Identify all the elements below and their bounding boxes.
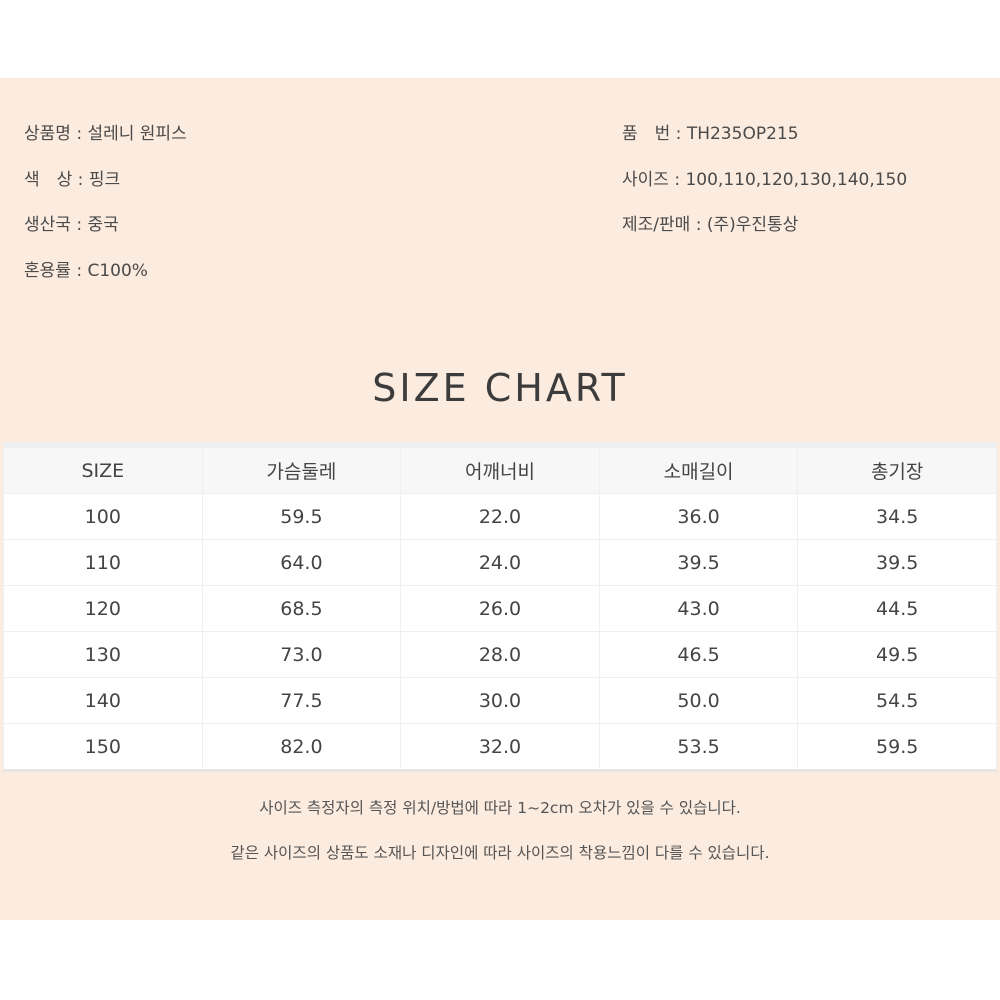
- info-value: 핑크: [88, 170, 121, 190]
- table-row: 120 68.5 26.0 43.0 44.5: [3, 585, 997, 632]
- info-label: 상품명: [24, 124, 71, 144]
- info-label: 제조/판매: [622, 215, 691, 235]
- table-cell: 100: [3, 493, 203, 540]
- table-header-row: SIZE 가슴둘레 어깨너비 소매길이 총기장: [3, 444, 997, 494]
- table-cell: 34.5: [797, 493, 997, 540]
- table-cell: 50.0: [598, 677, 799, 724]
- table-cell: 22.0: [400, 493, 600, 540]
- info-label: 색 상: [24, 170, 73, 190]
- info-label: 사이즈: [622, 170, 669, 190]
- table-cell: 32.0: [400, 723, 600, 771]
- table-cell: 140: [3, 677, 203, 724]
- table-cell: 46.5: [598, 631, 799, 678]
- info-item: 제조/판매 : (주)우진통상: [622, 210, 798, 235]
- size-chart-title: SIZE CHART: [372, 366, 628, 410]
- table-cell: 120: [3, 585, 203, 632]
- table-cell: 26.0: [400, 585, 600, 632]
- size-chart-table: SIZE 가슴둘레 어깨너비 소매길이 총기장 100 59.5 22.0 36.0 34.5 1…: [3, 442, 997, 772]
- table-row: 150 82.0 32.0 53.5 59.5: [3, 723, 997, 771]
- table-cell: 24.0: [400, 539, 600, 586]
- table-cell: 110: [3, 539, 203, 586]
- table-cell: 130: [3, 631, 203, 678]
- table-cell: 36.0: [598, 493, 799, 540]
- info-value: 100,110,120,130,140,150: [685, 170, 908, 190]
- table-row: 110 64.0 24.0 39.5 39.5: [3, 539, 997, 586]
- info-label: 품 번: [622, 124, 671, 144]
- info-item: 상품명 : 설레니 원피스: [24, 119, 187, 144]
- table-row: 140 77.5 30.0 50.0 54.5: [3, 677, 997, 724]
- table-row: 130 73.0 28.0 46.5 49.5: [3, 631, 997, 678]
- column-header: SIZE: [3, 444, 203, 494]
- info-value: 설레니 원피스: [87, 124, 187, 144]
- column-header: 총기장: [797, 444, 997, 494]
- table-cell: 53.5: [598, 723, 799, 771]
- size-note-2: 같은 사이즈의 상품도 소재나 디자인에 따라 사이즈의 착용느낌이 다를 수 …: [230, 844, 770, 862]
- table-cell: 77.5: [201, 677, 402, 724]
- table-cell: 43.0: [598, 585, 799, 632]
- table-cell: 82.0: [201, 723, 402, 771]
- table-cell: 30.0: [400, 677, 600, 724]
- table-cell: 64.0: [201, 539, 402, 586]
- info-value: (주)우진통상: [706, 215, 799, 235]
- table-cell: 59.5: [201, 493, 402, 540]
- table-cell: 49.5: [797, 631, 997, 678]
- info-item: 사이즈 : 100,110,120,130,140,150: [622, 165, 907, 190]
- info-value: C100%: [87, 261, 148, 281]
- table-cell: 44.5: [797, 585, 997, 632]
- info-value: TH235OP215: [686, 124, 799, 144]
- column-header: 어깨너비: [400, 444, 600, 494]
- size-note-1: 사이즈 측정자의 측정 위치/방법에 따라 1~2cm 오차가 있을 수 있습니…: [259, 799, 741, 817]
- table-cell: 39.5: [797, 539, 997, 586]
- info-item: 색 상 : 핑크: [24, 165, 120, 190]
- info-value: 중국: [87, 215, 119, 235]
- table-cell: 73.0: [201, 631, 402, 678]
- table-cell: 39.5: [598, 539, 799, 586]
- info-label: 생산국: [24, 215, 71, 235]
- table-cell: 28.0: [400, 631, 600, 678]
- info-label: 혼용률: [24, 261, 71, 281]
- info-item: 생산국 : 중국: [24, 210, 119, 235]
- info-item: 품 번 : TH235OP215: [622, 119, 799, 144]
- info-item: 혼용률 : C100%: [24, 256, 148, 281]
- table-cell: 68.5: [201, 585, 402, 632]
- column-header: 가슴둘레: [201, 444, 402, 494]
- table-cell: 54.5: [797, 677, 997, 724]
- column-header: 소매길이: [598, 444, 799, 494]
- table-cell: 150: [3, 723, 203, 771]
- table-row: 100 59.5 22.0 36.0 34.5: [3, 493, 997, 540]
- table-cell: 59.5: [797, 723, 997, 771]
